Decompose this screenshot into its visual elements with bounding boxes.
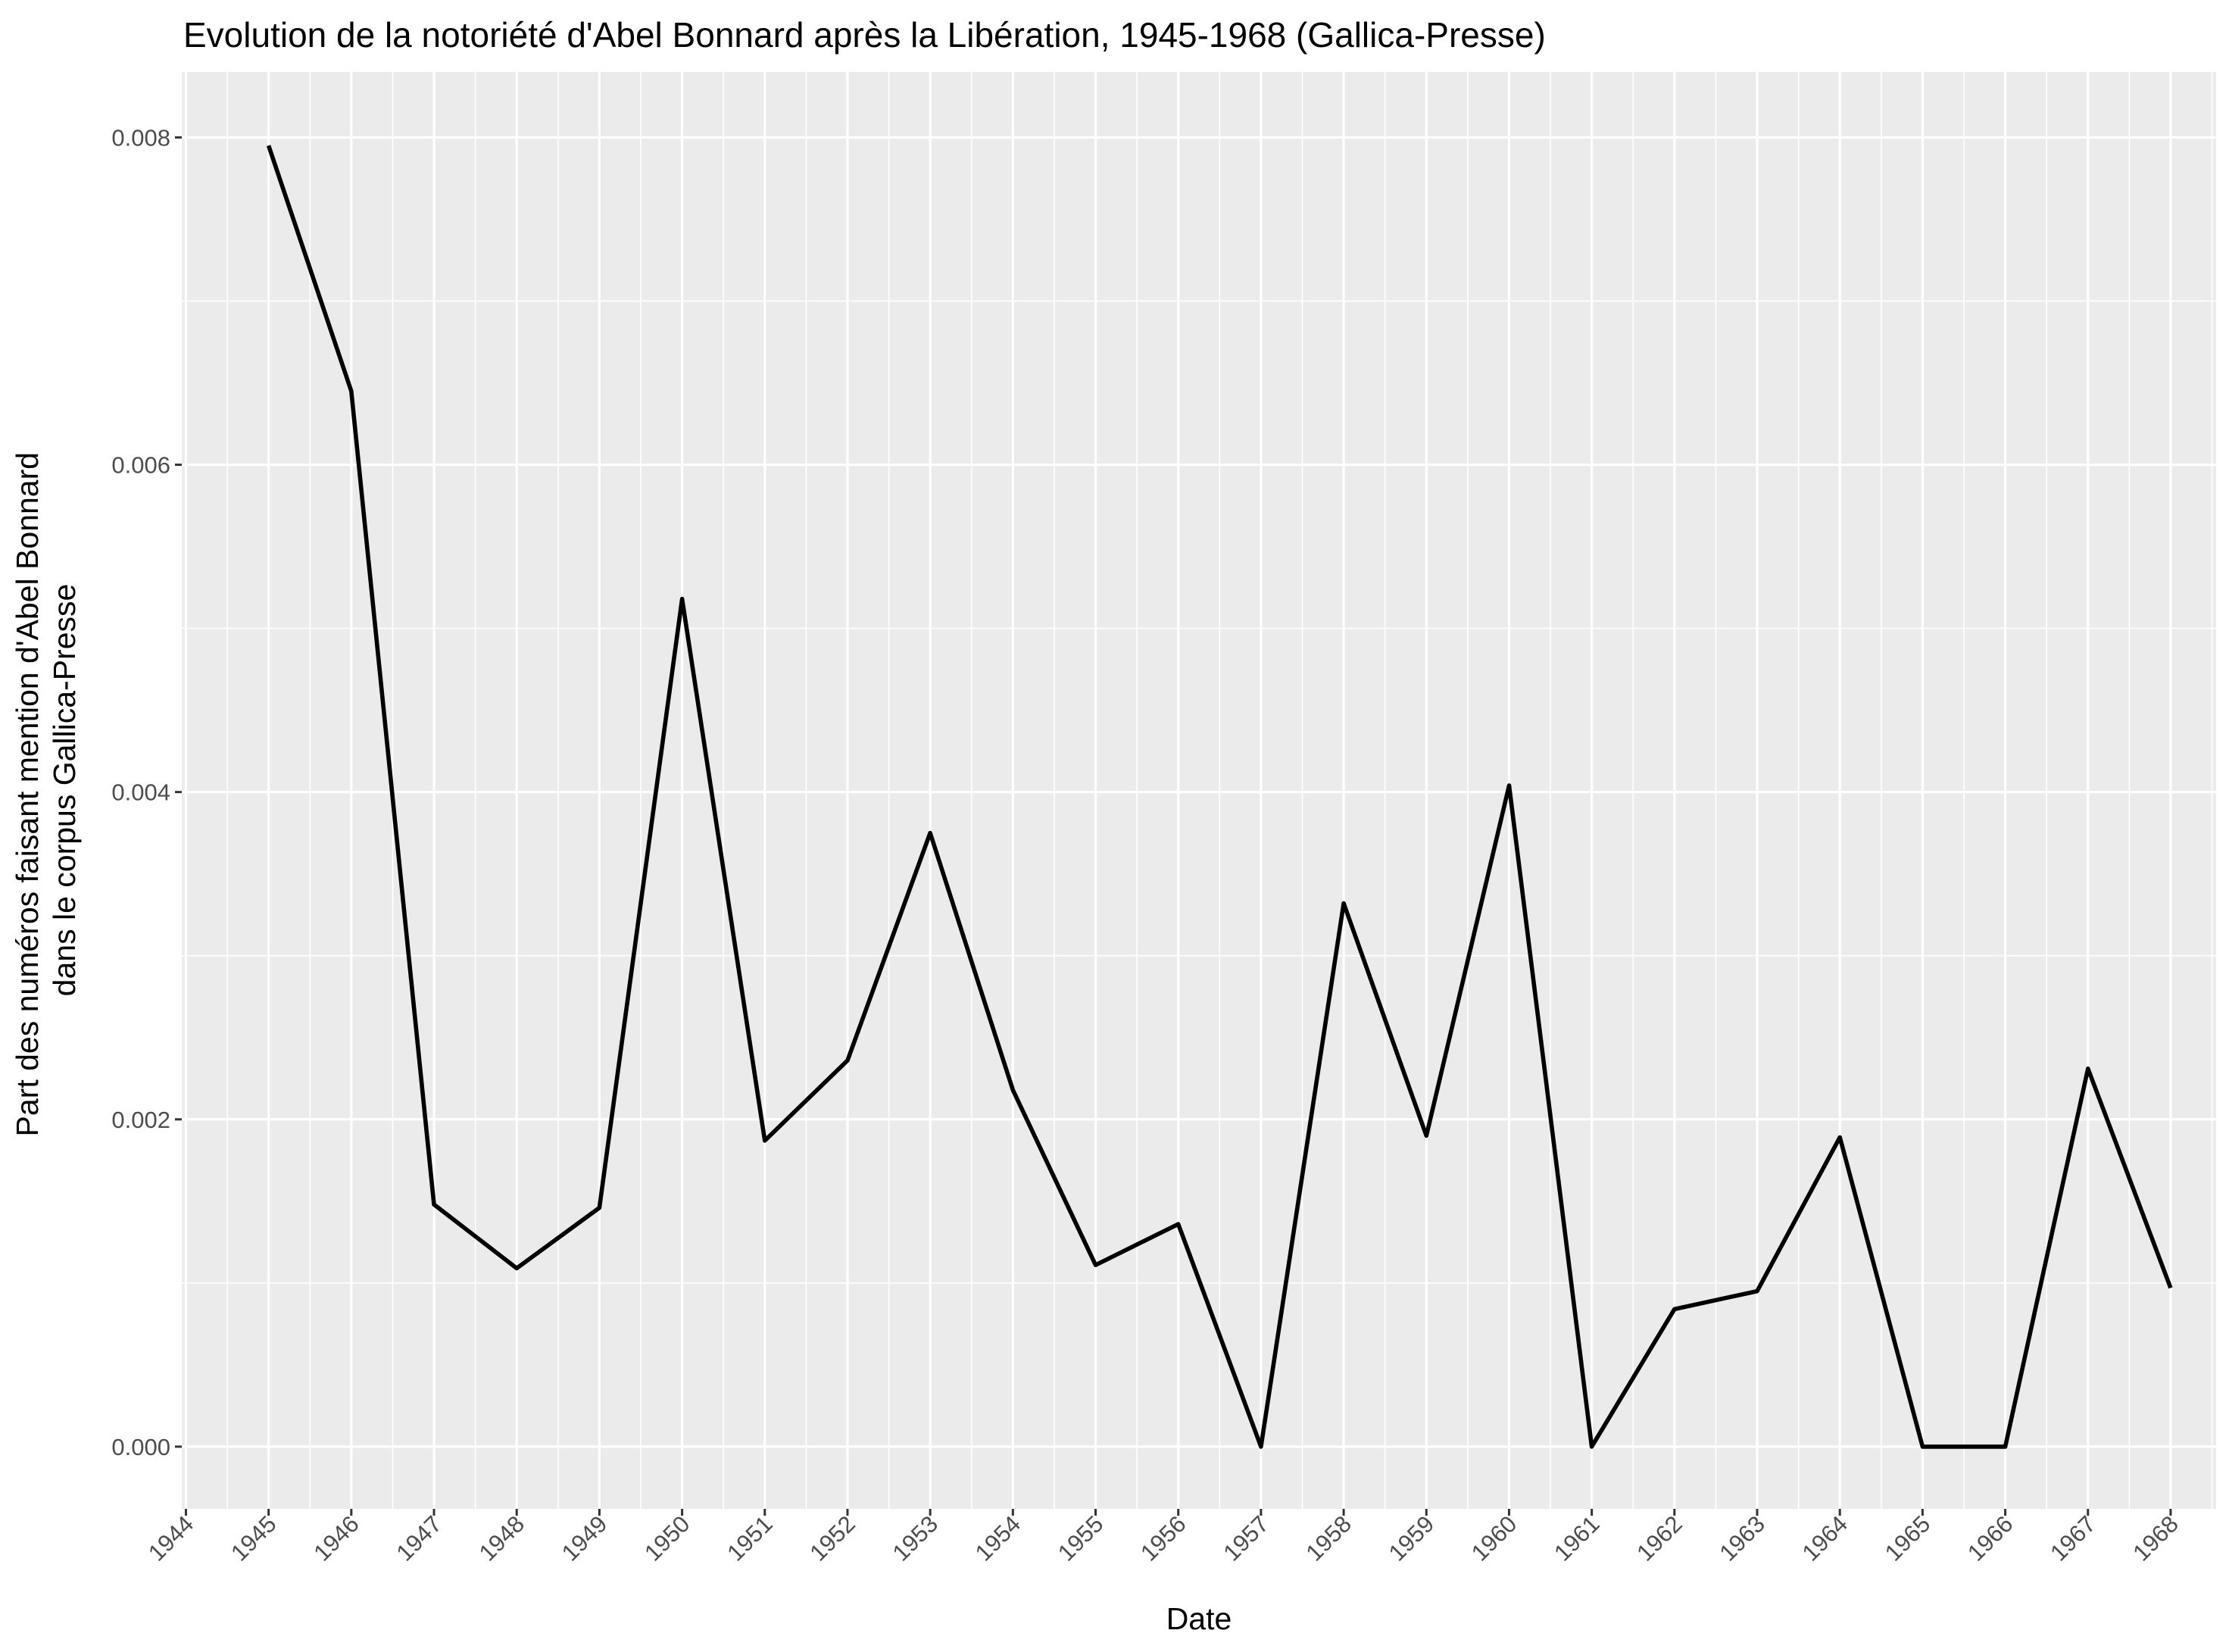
y-axis-title: Part des numéros faisant mention d'Abel … [10,444,82,1137]
x-tick-label-1955: 1955 [1053,1510,1109,1566]
x-axis: 1944 1945 1946 1947 1948 1949 1950 1951 1952 1953… [143,1509,2184,1566]
x-tick-label-1945: 1945 [226,1510,282,1566]
y-tick-label-0.008: 0.008 [111,124,170,151]
x-tick-label-1967: 1967 [2045,1510,2101,1566]
series-line-0 [266,145,2173,1449]
y-tick-label-0.006: 0.006 [111,452,170,479]
x-tick-label-1953: 1953 [888,1510,944,1566]
x-tick-label-1956: 1956 [1135,1510,1191,1566]
x-tick-label-1959: 1959 [1384,1510,1440,1566]
x-tick-label-1962: 1962 [1631,1510,1687,1566]
x-tick-label-1958: 1958 [1301,1510,1357,1566]
x-tick-label-1964: 1964 [1797,1510,1853,1566]
x-axis-title: Date [1166,1601,1232,1636]
plot-panel [182,72,2216,1509]
y-tick-label-0.000: 0.000 [111,1434,170,1460]
x-tick-label-1957: 1957 [1218,1510,1274,1566]
y-tick-label-0.004: 0.004 [111,779,170,806]
y-axis-title-line-1: Part des numéros faisant mention d'Abel … [10,452,45,1137]
x-tick-label-1966: 1966 [1962,1510,2018,1566]
x-tick-label-1968: 1968 [2128,1510,2184,1566]
x-tick-label-1963: 1963 [1714,1510,1770,1566]
y-axis-title-line-2: dans le corpus Gallica-Presse [47,584,82,997]
chart-title: Evolution de la notoriété d'Abel Bonnard… [183,15,1546,55]
series-layer [266,145,2173,1449]
x-tick-label-1944: 1944 [143,1510,199,1566]
x-tick-label-1950: 1950 [639,1510,695,1566]
y-tick-label-0.002: 0.002 [111,1107,170,1133]
x-tick-label-1954: 1954 [970,1510,1026,1566]
x-tick-label-1965: 1965 [1880,1510,1936,1566]
x-tick-label-1951: 1951 [722,1510,778,1566]
x-tick-label-1961: 1961 [1549,1510,1605,1566]
x-tick-label-1949: 1949 [557,1510,613,1566]
x-tick-label-1952: 1952 [804,1510,860,1566]
minor-gridlines [182,72,2216,1509]
x-tick-label-1948: 1948 [474,1510,530,1566]
x-tick-label-1947: 1947 [391,1510,447,1566]
x-tick-label-1946: 1946 [308,1510,364,1566]
x-tick-label-1960: 1960 [1466,1510,1522,1566]
y-axis: 0.000 0.002 0.004 0.006 0.008 [111,124,182,1460]
